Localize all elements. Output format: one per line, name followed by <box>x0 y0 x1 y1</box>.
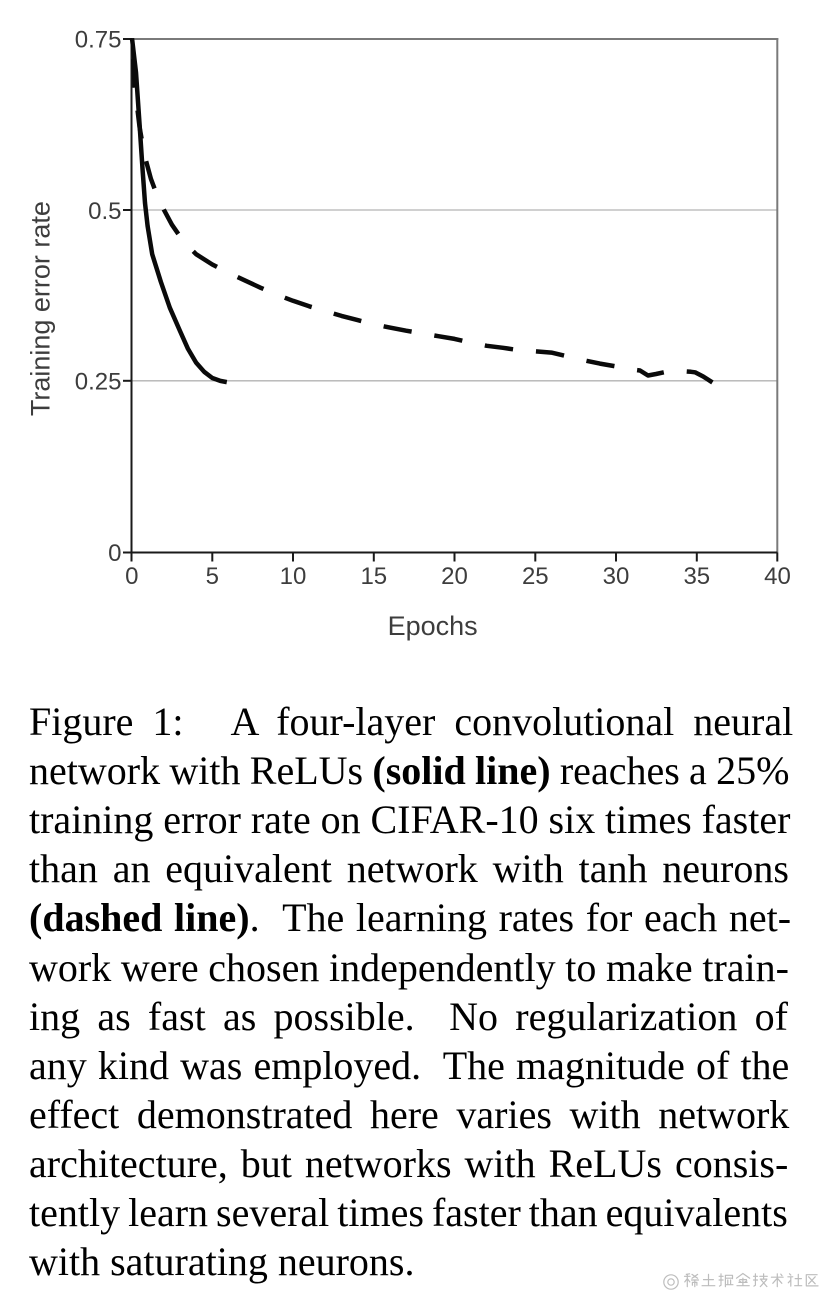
svg-text:35: 35 <box>683 563 710 590</box>
svg-text:0.75: 0.75 <box>75 27 122 54</box>
svg-text:10: 10 <box>280 563 307 590</box>
svg-text:40: 40 <box>764 563 791 590</box>
svg-text:0: 0 <box>125 563 138 590</box>
svg-text:30: 30 <box>603 563 630 590</box>
svg-text:15: 15 <box>360 563 387 590</box>
svg-text:0.25: 0.25 <box>75 369 122 396</box>
svg-text:Epochs: Epochs <box>388 611 478 641</box>
svg-text:20: 20 <box>441 563 468 590</box>
svg-text:5: 5 <box>206 563 219 590</box>
svg-text:Training error rate: Training error rate <box>26 201 56 416</box>
svg-text:25: 25 <box>522 563 549 590</box>
svg-text:0: 0 <box>108 540 121 567</box>
svg-text:0.5: 0.5 <box>88 198 121 225</box>
